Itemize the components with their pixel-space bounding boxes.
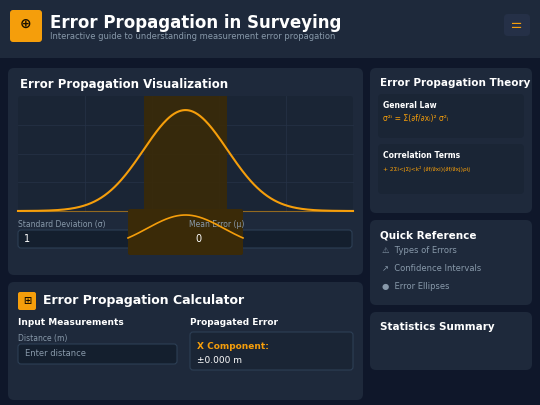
FancyBboxPatch shape <box>370 312 532 370</box>
Text: Input Measurements: Input Measurements <box>18 318 124 327</box>
FancyBboxPatch shape <box>18 344 177 364</box>
Text: ⊕: ⊕ <box>20 17 32 31</box>
FancyBboxPatch shape <box>8 68 363 275</box>
Text: σ²ⁱ = Σ(∂f/∂xᵢ)² σ²ᵢ: σ²ⁱ = Σ(∂f/∂xᵢ)² σ²ᵢ <box>383 114 448 123</box>
FancyBboxPatch shape <box>370 68 532 213</box>
Text: Correlation Terms: Correlation Terms <box>383 151 460 160</box>
FancyBboxPatch shape <box>128 209 243 255</box>
FancyBboxPatch shape <box>18 230 181 248</box>
Bar <box>144 96 227 211</box>
FancyBboxPatch shape <box>18 292 36 310</box>
Text: Enter distance: Enter distance <box>25 350 86 358</box>
Text: Error Propagation Visualization: Error Propagation Visualization <box>20 78 228 91</box>
Text: Standard Deviation (σ): Standard Deviation (σ) <box>18 220 105 229</box>
Text: Error Propagation in Surveying: Error Propagation in Surveying <box>50 14 341 32</box>
Text: Mean Error (μ): Mean Error (μ) <box>189 220 245 229</box>
Text: Propagated Error: Propagated Error <box>190 318 278 327</box>
Text: ⊞: ⊞ <box>23 296 31 306</box>
FancyBboxPatch shape <box>18 96 353 211</box>
FancyBboxPatch shape <box>370 220 532 305</box>
Text: Error Propagation Theory: Error Propagation Theory <box>380 78 530 88</box>
Text: Interactive guide to understanding measurement error propagation: Interactive guide to understanding measu… <box>50 32 335 41</box>
FancyBboxPatch shape <box>8 282 363 400</box>
FancyBboxPatch shape <box>189 230 352 248</box>
Text: General Law: General Law <box>383 101 437 110</box>
Text: ↗  Confidence Intervals: ↗ Confidence Intervals <box>382 264 481 273</box>
Text: ●  Error Ellipses: ● Error Ellipses <box>382 282 449 291</box>
Bar <box>0 0 540 58</box>
Text: Quick Reference: Quick Reference <box>380 230 476 240</box>
Text: ±0.000 m: ±0.000 m <box>197 356 242 365</box>
FancyBboxPatch shape <box>190 332 353 370</box>
Text: + 2Σi<jΣj<k² (∂f/∂xi)(∂f/∂xj)ρij: + 2Σi<jΣj<k² (∂f/∂xi)(∂f/∂xj)ρij <box>383 166 470 172</box>
Text: X Component:: X Component: <box>197 342 269 351</box>
FancyBboxPatch shape <box>378 144 524 194</box>
Text: Statistics Summary: Statistics Summary <box>380 322 495 332</box>
FancyBboxPatch shape <box>10 10 42 42</box>
Text: 1: 1 <box>24 234 30 244</box>
Text: Error Propagation Calculator: Error Propagation Calculator <box>43 294 244 307</box>
Text: 0: 0 <box>195 234 201 244</box>
FancyBboxPatch shape <box>504 14 530 36</box>
Text: ⚌: ⚌ <box>511 19 523 32</box>
FancyBboxPatch shape <box>378 94 524 138</box>
Text: Distance (m): Distance (m) <box>18 334 68 343</box>
Text: ⚠  Types of Errors: ⚠ Types of Errors <box>382 246 457 255</box>
